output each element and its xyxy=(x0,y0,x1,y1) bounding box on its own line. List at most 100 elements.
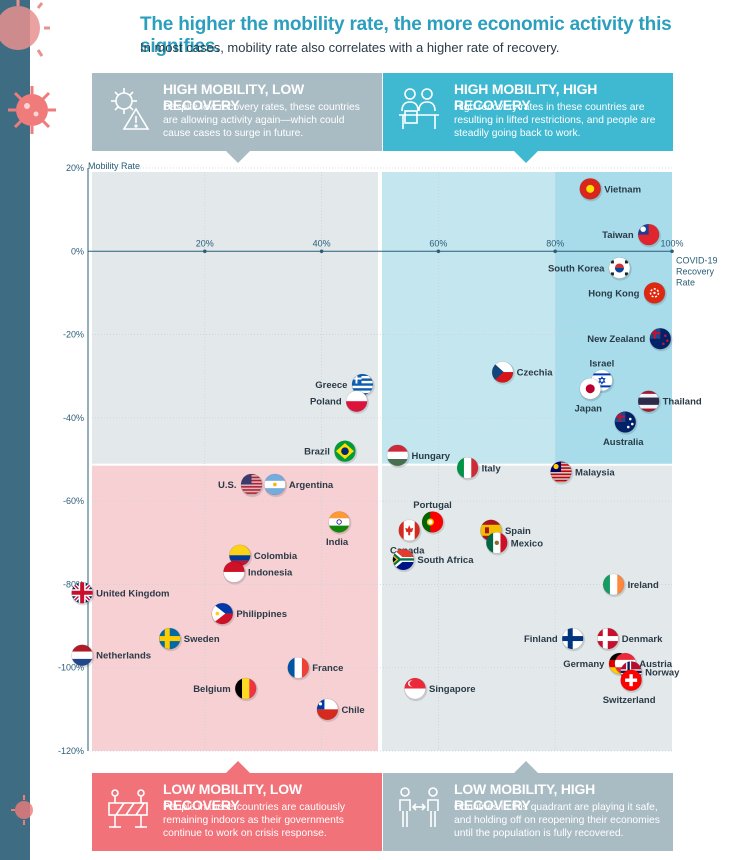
point-label-norway: Norway xyxy=(645,667,680,678)
flag-nl-icon xyxy=(71,644,93,666)
data-point-netherlands xyxy=(71,644,95,668)
point-label-portugal: Portugal xyxy=(413,500,452,511)
virus-decoration-icon xyxy=(8,86,56,134)
point-label-italy: Italy xyxy=(482,463,502,474)
flag-ar-icon xyxy=(264,473,286,495)
flag-ph-icon xyxy=(211,603,233,625)
x-tick-label: 60% xyxy=(429,238,447,248)
data-point-sweden xyxy=(158,627,183,652)
point-label-argentina: Argentina xyxy=(289,480,334,491)
flag-cz-icon xyxy=(492,361,514,383)
flag-pt-icon xyxy=(422,511,444,533)
flag-kr-icon xyxy=(608,257,630,279)
quadrant-title: HIGH MOBILITY, LOW RECOVERY xyxy=(163,81,305,113)
x-tick-mark xyxy=(319,249,324,254)
data-point-italy xyxy=(456,457,480,481)
flag-cl-icon xyxy=(316,698,338,720)
y-tick-label: -40% xyxy=(63,413,84,423)
x-tick-mark xyxy=(436,249,441,254)
quadrant-low-mobility-low-recovery: LOW MOBILITY, LOW RECOVERY People in the… xyxy=(92,773,382,851)
flag-it-icon xyxy=(457,457,479,479)
point-label-brazil: Brazil xyxy=(304,447,330,458)
y-tick-label: 20% xyxy=(66,163,84,173)
point-label-thailand: Thailand xyxy=(663,397,702,408)
point-label-france: France xyxy=(312,663,343,674)
point-label-denmark: Denmark xyxy=(622,634,663,645)
flag-fi-icon xyxy=(562,628,584,650)
virus-warning-icon xyxy=(111,88,150,130)
flag-in-icon xyxy=(328,511,350,533)
data-point-australia xyxy=(614,411,638,435)
point-label-taiwan: Taiwan xyxy=(602,230,634,241)
quadrant-pointer xyxy=(514,151,538,163)
flag-pl-icon xyxy=(346,390,368,412)
flag-za-icon xyxy=(392,548,414,570)
flag-vn-icon xyxy=(579,178,601,200)
data-point-belgium xyxy=(234,677,258,702)
y-tick-label: -80% xyxy=(63,579,84,589)
data-point-brazil xyxy=(334,440,358,464)
point-label-greece: Greece xyxy=(315,380,347,391)
quadrant-high-mobility-low-recovery: HIGH MOBILITY, LOW RECOVERY Despite low … xyxy=(92,73,382,151)
y-tick-label: 0% xyxy=(71,246,84,256)
point-label-mexico: Mexico xyxy=(511,538,543,549)
point-label-chile: Chile xyxy=(341,705,364,716)
quadrant-low-mobility-high-recovery: LOW MOBILITY, HIGH RECOVERY Countries in… xyxy=(383,773,673,851)
x-tick-mark xyxy=(553,249,557,254)
point-label-sweden: Sweden xyxy=(184,634,220,645)
point-label-germany: Germany xyxy=(563,659,605,670)
point-label-belgium: Belgium xyxy=(193,684,230,695)
quadrant-description: High recovery rates in these countries a… xyxy=(454,102,656,139)
quadrant-description: Despite low recovery rates, these countr… xyxy=(163,102,360,139)
y-tick-label: -60% xyxy=(63,496,84,506)
office-workers-icon xyxy=(399,88,439,129)
quadrant-description: People in these countries are cautiously… xyxy=(163,802,346,839)
point-label-hong-kong: Hong Kong xyxy=(588,288,639,299)
flag-gb-icon xyxy=(71,582,93,604)
point-label-south-korea: South Korea xyxy=(548,263,605,274)
flag-hk-icon xyxy=(643,282,665,304)
data-point-czechia xyxy=(491,361,515,385)
point-label-india: India xyxy=(326,537,349,548)
data-point-south-korea xyxy=(608,257,632,281)
quadrant-pointer xyxy=(514,761,538,773)
x-tick-label: 40% xyxy=(313,238,331,248)
flag-id-icon xyxy=(223,561,245,583)
flag-ca-icon xyxy=(398,519,420,541)
flag-dk-icon xyxy=(597,628,619,650)
x-tick-label: 100% xyxy=(660,238,683,248)
point-label-australia: Australia xyxy=(603,437,644,448)
flag-be-icon xyxy=(235,678,257,700)
quadrant-title: LOW MOBILITY, HIGH RECOVERY xyxy=(454,781,596,813)
data-point-france xyxy=(287,656,311,681)
data-point-united-kingdom xyxy=(71,581,95,606)
flag-sg-icon xyxy=(404,678,426,700)
flag-gr-icon xyxy=(351,374,373,396)
data-point-argentina xyxy=(264,473,288,498)
x-tick-mark xyxy=(670,249,674,254)
data-point-indonesia xyxy=(223,561,247,585)
quadrant-high-mobility-high-recovery: HIGH MOBILITY, HIGH RECOVERY High recove… xyxy=(383,73,673,151)
data-point-malaysia xyxy=(550,461,574,485)
page-title: The higher the mobility rate, the more e… xyxy=(140,14,672,57)
flag-au-icon xyxy=(614,411,636,433)
point-label-austria: Austria xyxy=(639,659,672,670)
point-label-singapore: Singapore xyxy=(429,684,475,695)
flag-us-icon xyxy=(241,473,263,494)
virus-decoration-icon xyxy=(11,795,33,825)
data-point-new-zealand xyxy=(649,327,673,352)
flag-nz-icon xyxy=(649,328,671,350)
data-point-south-africa xyxy=(392,548,416,573)
x-axis-label: COVID-19 Recovery Rate xyxy=(676,255,718,287)
data-point-hungary xyxy=(386,444,410,469)
point-label-netherlands: Netherlands xyxy=(96,651,151,662)
data-point-singapore xyxy=(404,677,428,702)
flag-mx-icon xyxy=(486,532,508,554)
flag-th-icon xyxy=(638,390,660,412)
quadrant-area-tl xyxy=(92,172,378,464)
point-label-israel: Israel xyxy=(590,358,615,369)
social-distancing-icon xyxy=(399,787,439,827)
quadrant-title: HIGH MOBILITY, HIGH RECOVERY xyxy=(454,81,598,113)
point-label-united-kingdom: United Kingdom xyxy=(96,588,169,599)
